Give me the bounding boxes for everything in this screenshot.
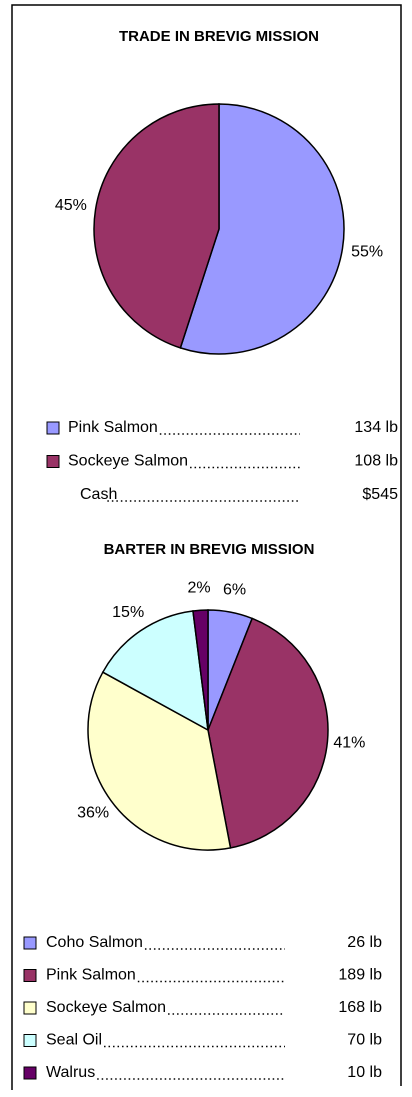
slice-label: 55% <box>351 244 383 261</box>
frame <box>11 4 402 1090</box>
legend-amount: 168 lb <box>338 999 382 1016</box>
legend-swatch <box>46 421 60 435</box>
legend-swatch <box>46 455 60 468</box>
legend-label: Cash <box>80 486 117 503</box>
legend-amount: 134 lb <box>354 419 398 436</box>
legend-label: Seal Oil <box>46 1032 102 1049</box>
legend-swatch <box>23 1001 37 1015</box>
legend-amount: 189 lb <box>338 967 382 984</box>
legend-swatch <box>23 1034 37 1047</box>
chart-title: BARTER IN BREVIG MISSION <box>104 541 315 558</box>
legend-amount: 26 lb <box>347 934 382 951</box>
legend-label: Coho Salmon <box>46 934 143 951</box>
legend-swatch <box>23 1066 37 1080</box>
legend-label: Pink Salmon <box>46 967 136 984</box>
pie-slice <box>93 103 220 349</box>
pie-slice <box>179 103 345 355</box>
slice-label: 15% <box>112 604 144 621</box>
pie-slice <box>207 617 329 849</box>
slice-label: 6% <box>223 582 246 599</box>
legend-amount: 70 lb <box>347 1032 382 1049</box>
legend-label: Pink Salmon <box>68 419 158 436</box>
legend-label: Walrus <box>46 1064 95 1081</box>
legend-swatch <box>23 936 37 950</box>
pie-slice <box>87 671 232 851</box>
legend-label: Sockeye Salmon <box>46 999 166 1016</box>
legend-amount: 108 lb <box>354 453 398 470</box>
pie-slice <box>101 610 209 732</box>
legend-amount: 10 lb <box>347 1064 382 1081</box>
pie-slice <box>192 609 209 731</box>
slice-label: 36% <box>77 805 109 822</box>
slice-label: 45% <box>55 197 87 214</box>
legend-amount: $545 <box>362 486 398 503</box>
chart-title: TRADE IN BREVIG MISSION <box>119 28 319 45</box>
slice-label: 2% <box>188 579 211 596</box>
slice-label: 41% <box>333 735 365 752</box>
legend-swatch <box>23 969 37 982</box>
legend-label: Sockeye Salmon <box>68 453 188 470</box>
